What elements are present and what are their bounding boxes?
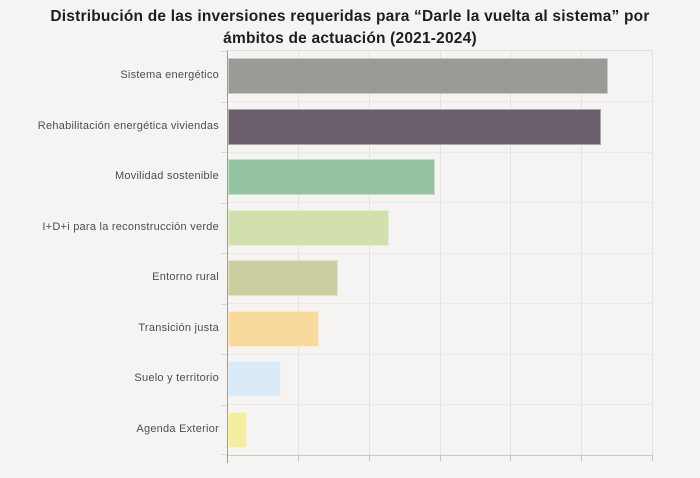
y-axis-tick: [221, 404, 227, 406]
y-axis-tick: [221, 202, 227, 204]
x-axis-tick: [368, 455, 370, 461]
category-label: I+D+i para la reconstrucción verde: [42, 220, 219, 233]
x-axis-tick: [510, 455, 512, 461]
category-label: Rehabilitación energética viviendas: [37, 119, 219, 132]
y-axis-tick: [221, 303, 227, 305]
category-label: Transición justa: [138, 321, 219, 334]
chart-bar[interactable]: [228, 310, 320, 347]
gridline-y: [228, 101, 653, 102]
gridline-y: [228, 303, 653, 304]
gridline-y: [228, 353, 653, 355]
category-label: Sistema energético: [120, 69, 219, 82]
chart-bar[interactable]: [228, 411, 248, 448]
y-axis-tick: [221, 454, 227, 455]
plot-area: [221, 50, 653, 463]
category-label: Movilidad sostenible: [114, 170, 219, 183]
x-axis-tick: [297, 455, 299, 461]
x-axis-tick: [439, 455, 441, 461]
y-axis-tick: [221, 101, 227, 103]
chart-title: Distribución de las inversiones requerid…: [50, 8, 650, 47]
x-axis-tick: [652, 455, 653, 461]
category-label: Entorno rural: [152, 271, 219, 284]
bar-chart: Sistema energético Rehabilitación energét…: [0, 50, 700, 463]
gridline-y: [228, 252, 653, 254]
chart-bar[interactable]: [228, 361, 282, 398]
category-label: Agenda Exterior: [136, 422, 219, 435]
gridline-y: [228, 404, 653, 405]
gridline-y: [228, 202, 653, 203]
gridline-y: [228, 151, 653, 153]
y-axis-tick: [221, 51, 227, 52]
chart-bar[interactable]: [228, 58, 609, 95]
y-axis-tick: [221, 253, 227, 254]
chart-bar[interactable]: [228, 108, 601, 145]
chart-bar[interactable]: [228, 260, 338, 297]
x-axis-tick: [581, 455, 583, 461]
chart-bar[interactable]: [228, 159, 435, 196]
category-label: Suelo y territorio: [134, 372, 219, 385]
y-axis-line-stub: [227, 455, 228, 463]
category-axis: Sistema energético Rehabilitación energét…: [0, 50, 219, 454]
y-axis-tick: [221, 354, 227, 355]
chart-bar[interactable]: [228, 209, 389, 246]
y-axis-tick: [221, 152, 227, 153]
